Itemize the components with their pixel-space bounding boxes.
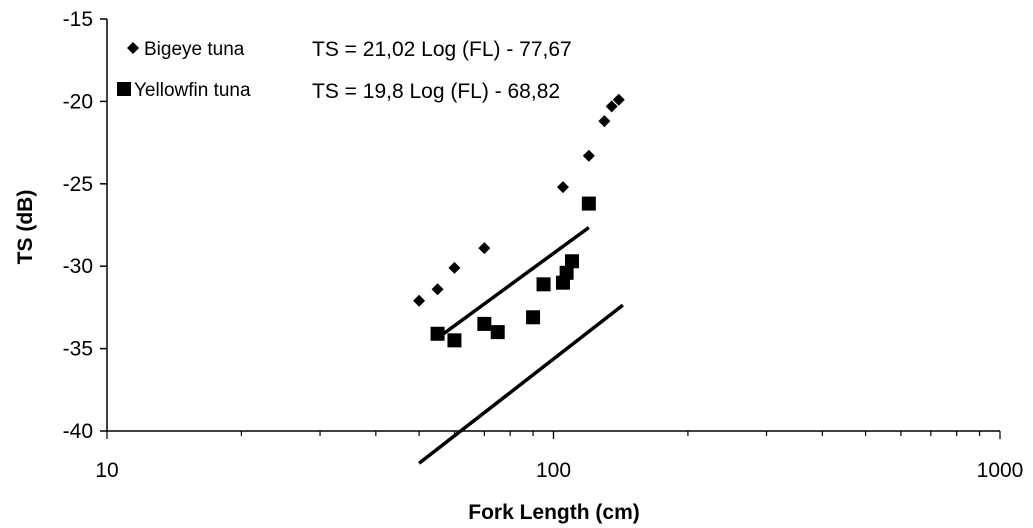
y-tick-label: -25 xyxy=(63,173,93,196)
point-bigeye xyxy=(556,181,569,194)
point-bigeye xyxy=(612,93,625,106)
y-tick-label: -15 xyxy=(63,8,93,31)
y-tick-label: -30 xyxy=(63,255,93,278)
y-tick-label: -20 xyxy=(63,90,93,113)
trend-line-bigeye xyxy=(418,303,624,465)
point-bigeye xyxy=(431,283,444,296)
point-yellowfin xyxy=(447,333,462,348)
data-points xyxy=(413,93,625,348)
point-bigeye xyxy=(413,294,426,307)
y-tick-labels: -15 -20 -25 -30 -35 -40 xyxy=(63,8,93,443)
legend-label-yellowfin: Yellowfin tuna xyxy=(134,80,251,101)
legend-marker-yellowfin xyxy=(117,82,131,96)
point-bigeye xyxy=(478,242,491,255)
point-yellowfin xyxy=(559,265,574,280)
point-yellowfin xyxy=(477,316,492,331)
legend-label-bigeye: Bigeye tuna xyxy=(144,39,245,60)
point-yellowfin xyxy=(564,254,579,269)
point-bigeye xyxy=(582,149,595,162)
point-yellowfin xyxy=(430,326,445,341)
point-yellowfin xyxy=(581,196,596,211)
equation-yellowfin: TS = 19,8 Log (FL) - 68,82 xyxy=(312,80,560,103)
y-tick-label: -35 xyxy=(63,338,93,361)
legend: Bigeye tuna TS = 21,02 Log (FL) - 77,67 … xyxy=(117,38,572,103)
y-tick-label: -40 xyxy=(63,420,93,443)
point-bigeye xyxy=(605,100,618,113)
x-tick-label: 10 xyxy=(95,459,118,482)
x-tick-label: 100 xyxy=(536,459,571,482)
trend-line-yellowfin xyxy=(436,226,590,340)
point-bigeye xyxy=(448,261,461,274)
legend-marker-bigeye xyxy=(127,42,139,54)
trend-lines xyxy=(418,226,624,465)
point-bigeye xyxy=(598,115,611,128)
equation-bigeye: TS = 21,02 Log (FL) - 77,67 xyxy=(312,38,572,61)
point-yellowfin xyxy=(526,310,541,325)
x-tick-labels: 10 100 1000 xyxy=(95,459,1023,482)
x-tick-label: 1000 xyxy=(977,459,1024,482)
y-axis-title: TS (dB) xyxy=(14,190,37,265)
x-axis-title: Fork Length (cm) xyxy=(468,501,640,524)
point-yellowfin xyxy=(536,277,551,292)
point-yellowfin xyxy=(490,325,505,340)
